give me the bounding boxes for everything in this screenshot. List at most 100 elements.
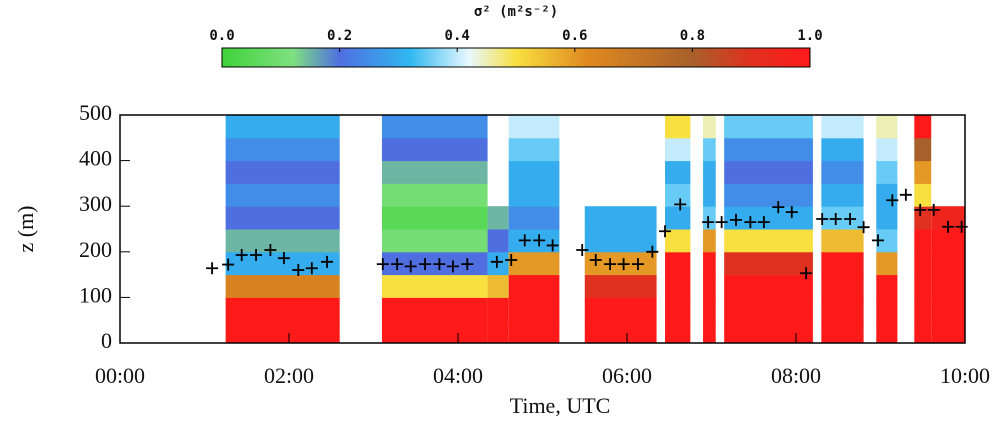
heatmap-cell	[585, 297, 657, 320]
heatmap-cell	[488, 229, 509, 252]
heatmap-cell	[703, 229, 716, 252]
heatmap-cell	[876, 161, 897, 184]
colorbar: σ² (m²s⁻²) 0.00.20.40.60.81.0	[209, 4, 822, 67]
colorbar-tick-label: 0.2	[327, 28, 352, 44]
y-tick-label: 500	[79, 100, 112, 125]
colorbar-tick-label: 0.4	[445, 28, 470, 44]
heatmap-cell	[724, 206, 813, 229]
x-tick-label: 00:00	[95, 363, 145, 388]
heatmap-cell	[665, 275, 690, 298]
heatmap-cell	[703, 183, 716, 206]
bl-height-marker	[206, 262, 218, 274]
heatmap-cell	[226, 138, 340, 161]
heatmap-cell	[488, 320, 509, 343]
heatmap-cell	[382, 138, 488, 161]
heatmap-cell	[382, 206, 488, 229]
heatmap-cell	[724, 320, 813, 343]
heatmap-cell	[226, 275, 340, 298]
heatmap-cell	[665, 138, 690, 161]
heatmap-cell	[821, 183, 863, 206]
y-tick-label: 300	[79, 191, 112, 216]
heatmap-cell	[703, 320, 716, 343]
heatmap-cell	[488, 275, 509, 298]
heatmap-cell	[226, 161, 340, 184]
heatmap-cell	[509, 206, 560, 229]
heatmap-cell	[488, 297, 509, 320]
heatmap-cell	[382, 161, 488, 184]
heatmap-cell	[488, 252, 509, 275]
x-tick-label: 08:00	[771, 363, 821, 388]
heatmap-cell	[226, 320, 340, 343]
heatmap-cell	[931, 320, 965, 343]
heatmap-cell	[585, 229, 657, 252]
y-tick-label: 100	[79, 282, 112, 307]
heatmap-cell	[914, 229, 931, 252]
heatmap-cell	[876, 252, 897, 275]
heatmap-cell	[876, 115, 897, 138]
heatmap-cell	[914, 138, 931, 161]
heatmap-cell	[821, 297, 863, 320]
heatmap-cell	[665, 115, 690, 138]
heatmap-cell	[703, 252, 716, 275]
heatmap-cell	[876, 206, 897, 229]
y-tick-label: 400	[79, 146, 112, 171]
heatmap-cell	[509, 183, 560, 206]
heatmap-cell	[382, 229, 488, 252]
heatmap-cell	[724, 138, 813, 161]
colorbar-tick-label: 0.6	[562, 28, 587, 44]
heatmap-cell	[226, 183, 340, 206]
heatmap-cell	[724, 115, 813, 138]
heatmap-cell	[665, 320, 690, 343]
heatmap-cell	[876, 320, 897, 343]
heatmap-cell	[914, 252, 931, 275]
heatmap-cell	[914, 161, 931, 184]
x-tick-label: 02:00	[264, 363, 314, 388]
heatmap-cell	[509, 275, 560, 298]
heatmap-cell	[876, 138, 897, 161]
heatmap-cell	[665, 183, 690, 206]
y-tick-label: 200	[79, 237, 112, 262]
heatmap-cell	[226, 229, 340, 252]
heatmap-cell	[703, 138, 716, 161]
colorbar-bar	[222, 48, 810, 67]
heatmap-cell	[821, 138, 863, 161]
heatmap-cell	[665, 252, 690, 275]
heatmap-cell	[665, 161, 690, 184]
heatmap-cell	[585, 320, 657, 343]
heatmap-cell	[931, 275, 965, 298]
heatmap-cell	[665, 206, 690, 229]
colorbar-tick-label: 1.0	[797, 28, 822, 44]
heatmap-cell	[509, 138, 560, 161]
y-tick-label: 0	[101, 328, 112, 353]
heatmap-cell	[509, 161, 560, 184]
heatmap-cell	[509, 252, 560, 275]
heatmap-cell	[724, 183, 813, 206]
heatmap-cell	[931, 252, 965, 275]
heatmap-cell	[724, 252, 813, 275]
x-tick-label: 06:00	[602, 363, 652, 388]
heatmap-cell	[585, 206, 657, 229]
heatmap-cell	[382, 115, 488, 138]
heatmap-cell	[703, 206, 716, 229]
heatmap-cell	[931, 297, 965, 320]
heatmap-cell	[665, 229, 690, 252]
heatmap-cell	[703, 297, 716, 320]
heatmap-cell	[488, 206, 509, 229]
heatmap-cell	[876, 275, 897, 298]
heatmap-cell	[876, 297, 897, 320]
x-tick-label: 04:00	[433, 363, 483, 388]
heatmap-cell	[821, 161, 863, 184]
heatmap-cell	[724, 275, 813, 298]
heatmap-cell	[226, 297, 340, 320]
heatmap-cell	[821, 320, 863, 343]
y-axis-label: z (m)	[13, 205, 38, 252]
heatmap-cell	[382, 320, 488, 343]
heatmap-cell	[585, 275, 657, 298]
heatmap-cell	[821, 115, 863, 138]
colorbar-tick-label: 0.8	[680, 28, 705, 44]
x-tick-label: 10:00	[940, 363, 990, 388]
heatmap-cell	[724, 161, 813, 184]
heatmap-cell	[914, 297, 931, 320]
heatmap-cell	[665, 297, 690, 320]
